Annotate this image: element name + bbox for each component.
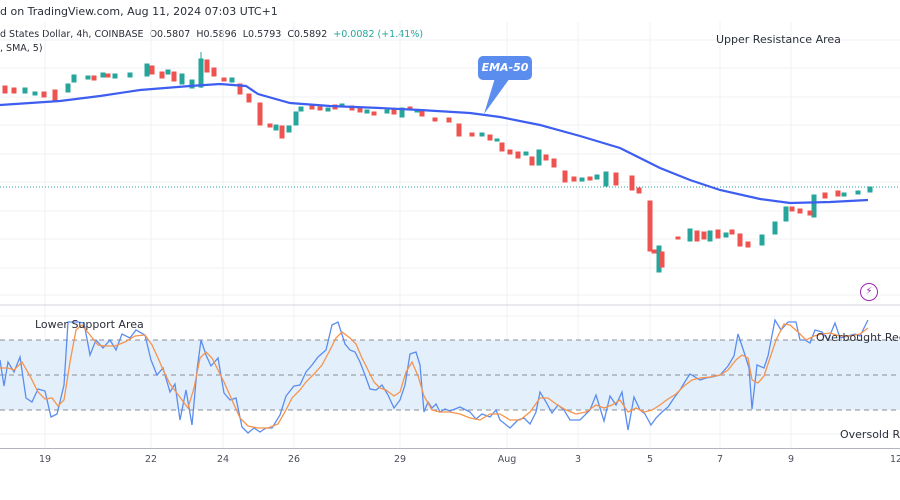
upper-resistance-label: Upper Resistance Area (716, 33, 841, 46)
symbol-legend: d States Dollar, 4h, COINBASE O0.5807 H0… (0, 28, 423, 56)
change-value: +0.0082 (+1.41%) (333, 29, 424, 40)
x-tick: 29 (393, 454, 407, 465)
x-tick: 19 (38, 454, 52, 465)
x-tick: 26 (287, 454, 301, 465)
low-value: L0.5793 (242, 29, 282, 40)
ema-callout-pointer (484, 78, 510, 114)
high-value: H0.5896 (196, 29, 237, 40)
x-tick: 7 (716, 454, 724, 465)
oversold-region-label: Oversold Re (840, 428, 900, 441)
x-tick: 24 (216, 454, 230, 465)
close-value: C0.5892 (287, 29, 328, 40)
lower-support-label: Lower Support Area (35, 318, 144, 331)
lightning-bolt-icon[interactable]: ⚡ (860, 283, 878, 301)
x-tick: 3 (574, 454, 582, 465)
time-axis[interactable]: 19 22 24 26 29 Aug 3 5 7 9 12 (0, 448, 900, 472)
attribution-header: d on TradingView.com, Aug 11, 2024 07:03… (0, 5, 278, 18)
ema-50-line (0, 82, 869, 205)
stoch-d-line (0, 323, 869, 429)
x-tick: Aug (497, 454, 517, 465)
indicator-legend: , SMA, 5) (0, 43, 43, 54)
stoch-k-line (0, 318, 869, 434)
open-value: O0.5807 (149, 29, 191, 40)
x-tick: 5 (646, 454, 654, 465)
ema-50-callout: EMA-50 (478, 56, 532, 80)
x-tick: 12 (889, 454, 900, 465)
up-candles (22, 52, 873, 273)
overbought-region-label: Overbought Reg (816, 331, 900, 344)
x-tick: 9 (787, 454, 795, 465)
symbol-name: d States Dollar, 4h, COINBASE (0, 29, 144, 40)
price-chart[interactable] (0, 22, 900, 448)
x-tick: 22 (144, 454, 158, 465)
